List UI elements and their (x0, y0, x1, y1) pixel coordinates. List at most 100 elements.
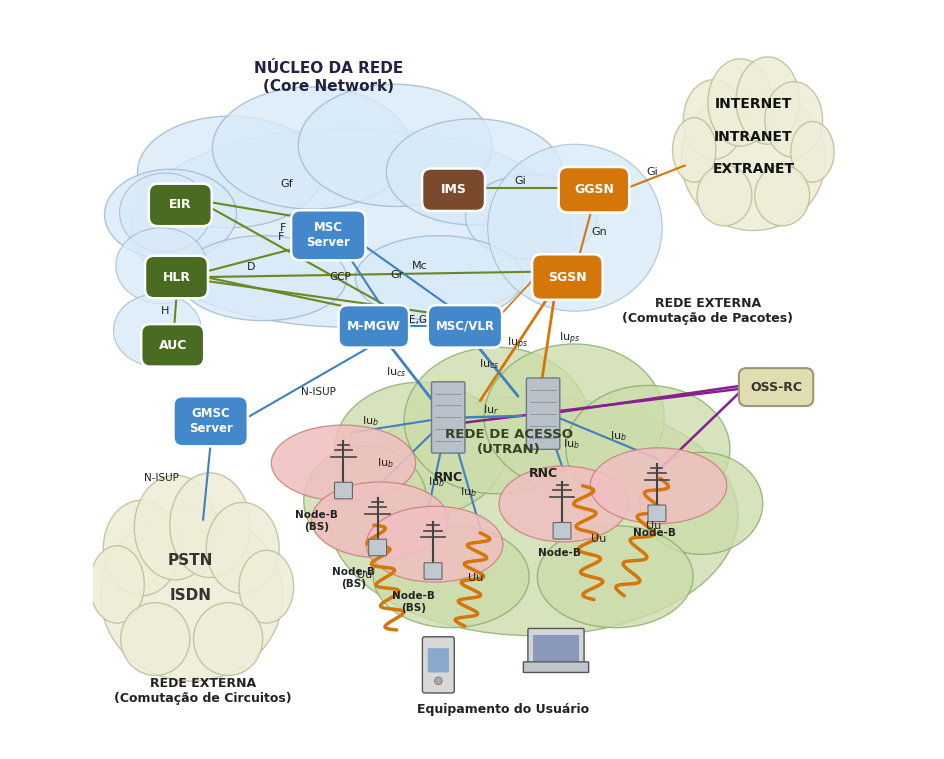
Ellipse shape (683, 80, 743, 159)
Ellipse shape (672, 118, 715, 182)
Text: Iu$_{ps}$: Iu$_{ps}$ (559, 331, 580, 348)
Ellipse shape (113, 294, 201, 367)
Text: H: H (160, 306, 169, 317)
Text: Iu$_b$: Iu$_b$ (609, 430, 626, 443)
Ellipse shape (131, 128, 570, 327)
Ellipse shape (179, 236, 346, 321)
Text: NÚCLEO DA REDE
(Core Network): NÚCLEO DA REDE (Core Network) (253, 61, 402, 93)
FancyBboxPatch shape (552, 522, 570, 539)
Ellipse shape (355, 236, 522, 321)
Text: Iu$_{ps}$: Iu$_{ps}$ (507, 335, 528, 352)
Ellipse shape (312, 482, 447, 558)
Ellipse shape (90, 546, 144, 623)
Text: N-ISUP: N-ISUP (301, 386, 335, 397)
Ellipse shape (239, 550, 294, 623)
Text: F: F (278, 231, 284, 242)
Ellipse shape (328, 396, 737, 636)
Ellipse shape (116, 228, 207, 304)
FancyBboxPatch shape (428, 648, 448, 672)
Ellipse shape (212, 87, 410, 209)
Ellipse shape (206, 502, 278, 594)
Text: SGSN: SGSN (548, 270, 586, 284)
Ellipse shape (373, 526, 529, 628)
Text: GGSN: GGSN (573, 183, 614, 197)
FancyBboxPatch shape (334, 482, 352, 499)
FancyBboxPatch shape (368, 539, 386, 556)
Text: M-MGW: M-MGW (346, 320, 400, 333)
Ellipse shape (120, 173, 211, 252)
Ellipse shape (465, 175, 597, 260)
Ellipse shape (138, 116, 322, 228)
Text: Node-B: Node-B (632, 528, 675, 537)
Ellipse shape (121, 603, 190, 676)
Ellipse shape (303, 446, 426, 554)
Ellipse shape (790, 121, 834, 182)
Text: Iu$_r$: Iu$_r$ (482, 403, 498, 417)
Ellipse shape (483, 344, 664, 490)
Text: N-ISUP: N-ISUP (143, 473, 178, 483)
Text: Iu$_{cs}$: Iu$_{cs}$ (386, 365, 407, 379)
FancyBboxPatch shape (291, 210, 365, 260)
Ellipse shape (366, 506, 502, 582)
Text: Uu: Uu (357, 569, 372, 580)
FancyBboxPatch shape (528, 628, 583, 666)
FancyBboxPatch shape (422, 637, 454, 693)
Ellipse shape (735, 57, 799, 144)
Ellipse shape (697, 165, 751, 226)
Text: Iu$_b$: Iu$_b$ (562, 437, 579, 451)
Text: RNC: RNC (528, 467, 557, 480)
Text: Uu: Uu (467, 573, 482, 584)
Ellipse shape (498, 466, 628, 542)
Circle shape (434, 677, 442, 685)
Text: Node-B: Node-B (538, 548, 581, 558)
Text: INTERNET

INTRANET

EXTRANET: INTERNET INTRANET EXTRANET (712, 97, 794, 176)
Text: Node-B
(BS): Node-B (BS) (392, 591, 434, 613)
Ellipse shape (537, 526, 692, 628)
FancyBboxPatch shape (144, 256, 208, 298)
FancyBboxPatch shape (648, 505, 666, 521)
Text: D: D (246, 262, 255, 272)
Text: F: F (279, 222, 286, 233)
Text: Mc: Mc (411, 260, 427, 271)
Ellipse shape (103, 500, 179, 596)
Text: E,G: E,G (409, 315, 427, 326)
Ellipse shape (298, 84, 492, 206)
Ellipse shape (707, 58, 772, 146)
Ellipse shape (334, 383, 506, 516)
Ellipse shape (589, 448, 726, 524)
Text: Gn: Gn (591, 227, 606, 238)
Text: Iu$_b$: Iu$_b$ (362, 414, 379, 428)
Ellipse shape (170, 473, 250, 578)
Text: RNC: RNC (433, 471, 463, 483)
FancyBboxPatch shape (531, 254, 602, 300)
Text: REDE DE ACESSO
(UTRAN): REDE DE ACESSO (UTRAN) (445, 428, 572, 455)
FancyBboxPatch shape (523, 662, 588, 672)
Text: Iu$_b$: Iu$_b$ (460, 485, 477, 499)
Text: GCP: GCP (329, 272, 350, 282)
Text: Uu: Uu (645, 521, 660, 531)
FancyBboxPatch shape (148, 184, 211, 226)
Text: GMSC
Server: GMSC Server (189, 408, 232, 435)
Ellipse shape (105, 169, 236, 260)
Text: Iu$_b$: Iu$_b$ (377, 456, 394, 470)
Text: Uu: Uu (590, 534, 605, 544)
Text: Gf: Gf (280, 178, 293, 189)
FancyBboxPatch shape (424, 562, 442, 579)
Ellipse shape (487, 144, 662, 311)
Text: Iu$_{cs}$: Iu$_{cs}$ (479, 357, 499, 371)
Ellipse shape (754, 165, 809, 226)
Ellipse shape (681, 88, 824, 231)
Ellipse shape (194, 603, 262, 676)
Text: AUC: AUC (159, 339, 187, 352)
Ellipse shape (565, 386, 729, 513)
FancyBboxPatch shape (532, 635, 578, 661)
Ellipse shape (100, 510, 282, 682)
FancyBboxPatch shape (738, 368, 813, 406)
Text: Iu$_b$: Iu$_b$ (427, 475, 444, 489)
Text: Gi: Gi (514, 175, 526, 186)
FancyBboxPatch shape (431, 382, 464, 453)
Ellipse shape (639, 452, 762, 554)
Text: EIR: EIR (169, 198, 192, 212)
FancyBboxPatch shape (526, 378, 559, 449)
Text: HLR: HLR (162, 270, 191, 284)
